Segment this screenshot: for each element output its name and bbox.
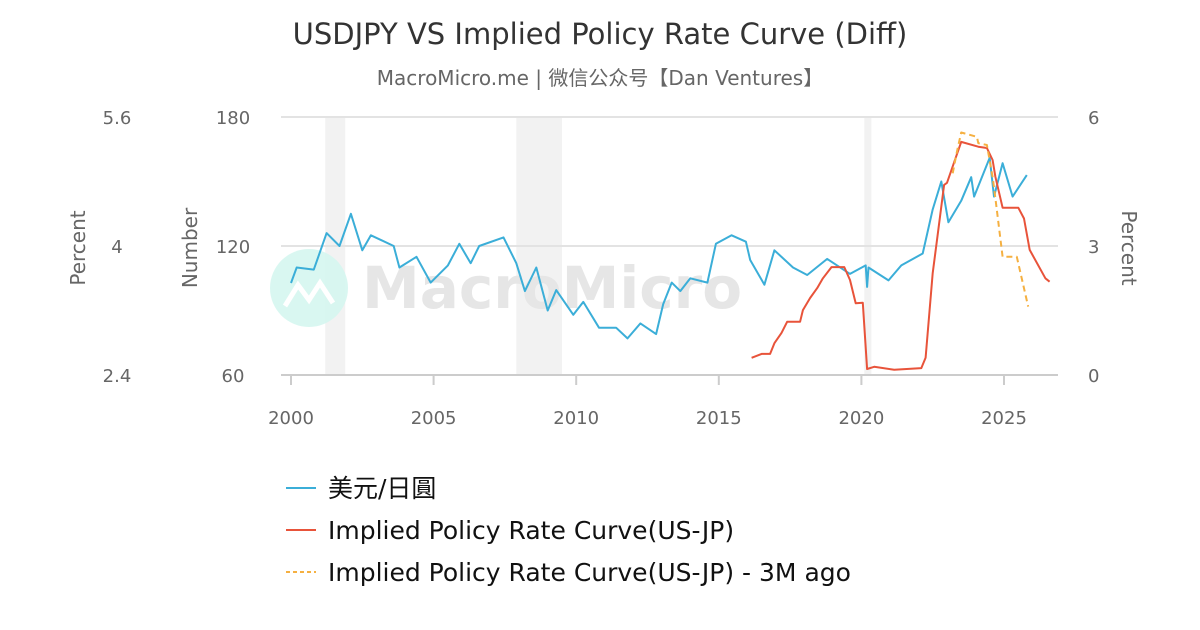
x-tick-label: 2010 bbox=[553, 408, 599, 429]
y-tick-label: 3 bbox=[1088, 237, 1099, 258]
axes: 2000 2005 2010 2015 2020 20252.445.6Percent60… bbox=[66, 108, 1141, 429]
y-tick-label: 2.4 bbox=[103, 366, 132, 387]
y-axis-title: Percent bbox=[1117, 210, 1141, 285]
series-line-1 bbox=[751, 140, 1051, 371]
y-tick-label: 0 bbox=[1088, 366, 1099, 387]
x-tick-label: 2020 bbox=[838, 408, 884, 429]
chart-subtitle: MacroMicro.me | 微信公众号【Dan Ventures】 bbox=[377, 66, 823, 90]
x-tick-label: 2005 bbox=[411, 408, 457, 429]
watermark: MacroMicro bbox=[270, 249, 742, 327]
y-tick-label: 60 bbox=[222, 366, 245, 387]
legend-item-label[interactable]: Implied Policy Rate Curve(US-JP) - 3M ag… bbox=[328, 558, 851, 587]
y-tick-label: 6 bbox=[1088, 108, 1099, 129]
x-tick-label: 2000 bbox=[268, 408, 314, 429]
grid bbox=[281, 116, 1058, 376]
y-tick-label: 180 bbox=[216, 108, 250, 129]
chart-title: USDJPY VS Implied Policy Rate Curve (Dif… bbox=[293, 17, 908, 51]
legend-item-label[interactable]: 美元/日圓 bbox=[328, 474, 436, 503]
y-axis-title: Percent bbox=[66, 210, 90, 285]
watermark-text: MacroMicro bbox=[362, 254, 742, 322]
macromicro-logo-icon bbox=[270, 249, 348, 327]
x-tick-label: 2025 bbox=[981, 408, 1027, 429]
x-tick-label: 2015 bbox=[696, 408, 742, 429]
y-axis-title: Number bbox=[178, 207, 202, 288]
legend-item-label[interactable]: Implied Policy Rate Curve(US-JP) bbox=[328, 516, 734, 545]
series-line-0 bbox=[290, 156, 1028, 340]
y-tick-label: 120 bbox=[216, 237, 250, 258]
legend: 美元/日圓 Implied Policy Rate Curve(US-JP) Imp… bbox=[286, 474, 851, 587]
y-tick-label: 4 bbox=[111, 237, 122, 258]
y-tick-label: 5.6 bbox=[103, 108, 132, 129]
series-line-2 bbox=[951, 131, 1030, 307]
logo-mark bbox=[282, 278, 336, 308]
series bbox=[290, 131, 1051, 371]
